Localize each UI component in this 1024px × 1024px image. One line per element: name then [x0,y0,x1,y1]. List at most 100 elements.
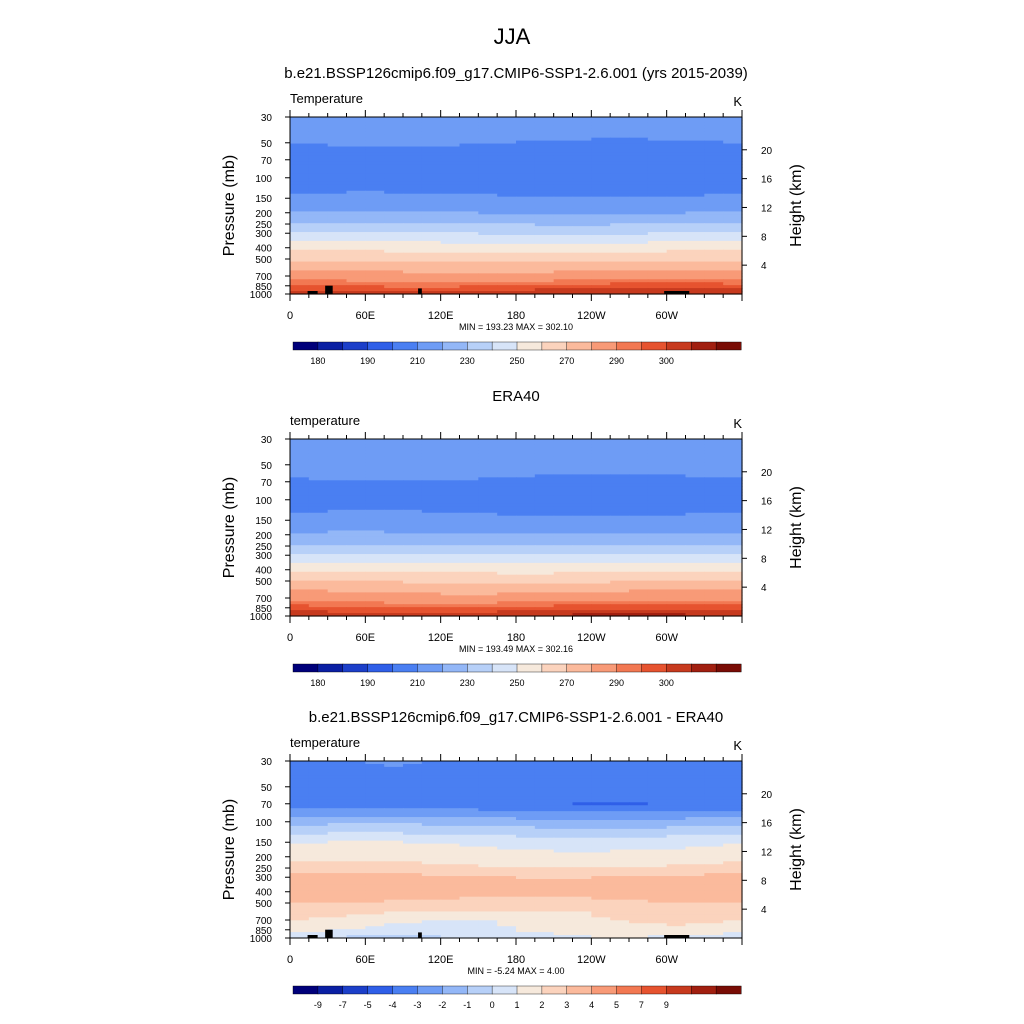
field-cell [723,855,743,859]
field-cell [421,548,442,552]
field-cell [704,143,724,148]
field-cell [384,441,404,446]
field-cell [421,276,442,280]
field-cell [610,551,630,555]
field-cell [308,527,329,532]
field-cell [459,447,479,452]
stats-label: MIN = -5.24 MAX = 4.00 [467,966,564,976]
field-cell [647,146,668,151]
panel-title: ERA40 [492,388,540,405]
field-cell [440,161,461,165]
field-cell [629,831,649,836]
field-cell [440,530,461,534]
field-cell [365,450,385,455]
field-cell [327,876,348,880]
field-cell [308,459,329,464]
field-cell [685,917,705,921]
field-cell [459,580,479,585]
field-cell [516,498,536,502]
field-cell [478,134,498,139]
field-cell [308,902,329,907]
field-cell [478,583,498,588]
field-cell [666,796,687,800]
field-cell [704,261,724,266]
field-cell [553,923,574,927]
field-cell [478,480,498,484]
field-cell [346,524,366,529]
field-cell [421,908,442,913]
field-cell [384,775,404,780]
field-cell [403,533,423,537]
field-cell [403,607,423,611]
field-cell [440,893,461,898]
field-cell [704,184,724,189]
field-cell [647,837,668,842]
field-cell [459,545,479,549]
field-cell [327,571,348,576]
field-cell [346,837,366,842]
field-cell [478,890,498,895]
field-cell [365,527,385,532]
field-cell [421,539,442,543]
field-cell [308,261,329,266]
field-cell [534,559,555,564]
field-cell [591,518,611,523]
field-cell [516,864,536,868]
field-cell [440,131,461,136]
field-cell [497,122,517,127]
field-cell [591,802,611,806]
field-cell [384,574,404,579]
field-cell [308,932,329,936]
field-cell [403,131,423,136]
field-cell [723,441,743,446]
field-cell [403,876,423,880]
field-cell [327,235,348,239]
field-cell [384,267,404,271]
field-cell [459,181,479,186]
field-cell [723,542,743,546]
field-cell [346,559,366,564]
field-cell [497,167,517,171]
colorbar-swatch [367,985,394,995]
field-cell [647,512,668,517]
field-cell [403,243,423,248]
field-cell [666,530,687,534]
field-cell [403,459,423,464]
field-cell [534,220,555,224]
height-tick-label: 8 [761,232,767,243]
field-cell [440,548,461,552]
field-cell [327,196,348,201]
field-cell [421,876,442,880]
field-cell [723,229,743,233]
field-cell [704,149,724,153]
field-cell [629,208,649,212]
field-cell [629,506,649,511]
field-cell [440,128,461,133]
field-cell [666,846,687,851]
pressure-tick-label: 400 [255,244,272,255]
field-cell [516,193,536,198]
field-cell [403,495,423,499]
field-cell [534,444,555,449]
field-cell [666,852,687,856]
field-cell [459,202,479,207]
field-cell [723,143,743,148]
field-cell [572,255,592,260]
field-cell [478,232,498,236]
field-cell [421,775,442,780]
field-cell [327,285,348,289]
field-cell [685,601,705,605]
field-cell [478,512,498,517]
field-cell [308,834,329,839]
field-cell [685,477,705,481]
field-cell [308,908,329,913]
field-cell [440,914,461,918]
field-cell [647,787,668,792]
field-cell [440,202,461,207]
field-cell [346,125,366,130]
field-cell [459,220,479,224]
pressure-tick-label: 250 [255,220,272,231]
field-cell [516,439,536,443]
field-cell [421,439,442,443]
field-cell [534,595,555,599]
